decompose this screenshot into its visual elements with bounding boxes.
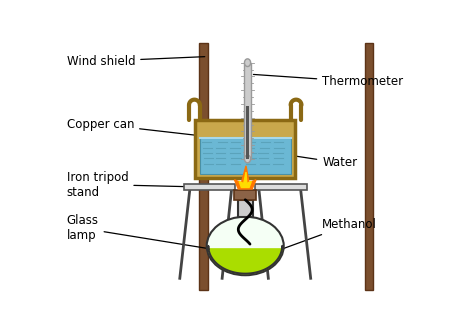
Polygon shape (239, 172, 251, 187)
Bar (199, 44, 208, 290)
Polygon shape (208, 246, 282, 274)
Polygon shape (235, 166, 256, 189)
Bar (246, 106, 249, 159)
Bar (365, 44, 373, 290)
Text: Methanol: Methanol (283, 218, 377, 249)
Ellipse shape (245, 59, 251, 67)
Text: Thermometer: Thermometer (254, 75, 403, 88)
Bar (195, 120, 295, 178)
Ellipse shape (245, 155, 251, 163)
Bar (255, 183, 307, 190)
Bar (200, 138, 291, 174)
Bar (237, 200, 253, 217)
Text: Copper can: Copper can (66, 118, 199, 136)
Bar (200, 125, 291, 138)
Text: Glass
lamp: Glass lamp (66, 214, 213, 249)
Text: Wind shield: Wind shield (66, 55, 205, 68)
Text: Iron tripod
stand: Iron tripod stand (66, 171, 185, 199)
Bar (245, 63, 251, 159)
Ellipse shape (207, 217, 284, 275)
Bar (235, 190, 256, 200)
Text: Water: Water (294, 156, 357, 169)
Bar (183, 183, 236, 190)
